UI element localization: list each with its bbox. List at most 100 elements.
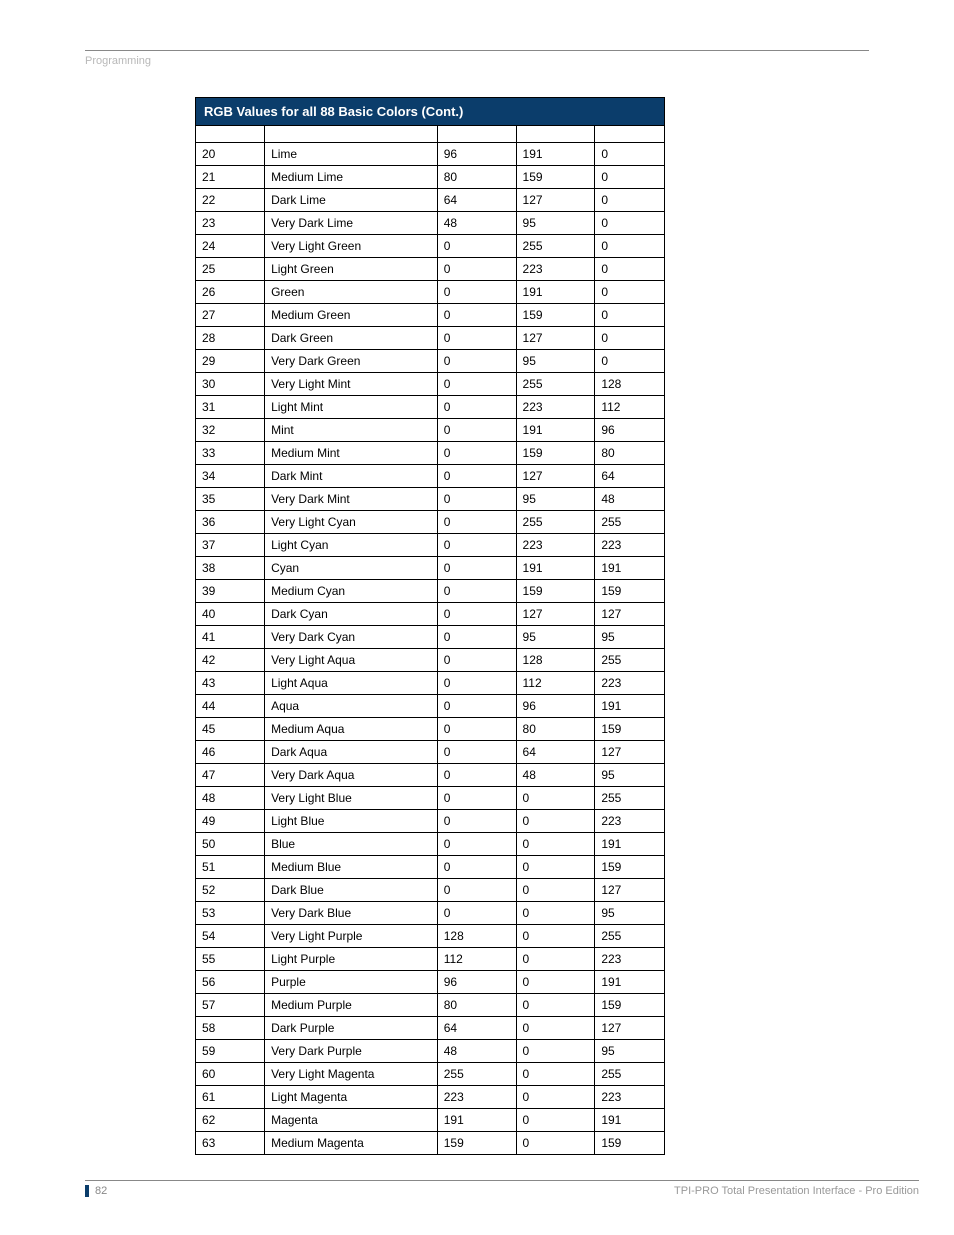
table-cell: 0 bbox=[437, 488, 516, 511]
table-cell: 20 bbox=[196, 143, 265, 166]
table-row: 23Very Dark Lime48950 bbox=[196, 212, 665, 235]
table-row: 22Dark Lime641270 bbox=[196, 189, 665, 212]
table-cell: 0 bbox=[595, 304, 665, 327]
table-cell: Dark Blue bbox=[265, 879, 438, 902]
table-cell: Very Light Green bbox=[265, 235, 438, 258]
table-cell: 55 bbox=[196, 948, 265, 971]
table-cell: Purple bbox=[265, 971, 438, 994]
table-cell: Dark Green bbox=[265, 327, 438, 350]
table-cell: 0 bbox=[516, 856, 595, 879]
table-cell: 0 bbox=[437, 718, 516, 741]
table-cell: 64 bbox=[516, 741, 595, 764]
table-cell: 24 bbox=[196, 235, 265, 258]
footer-rule bbox=[85, 1180, 919, 1181]
table-cell: 61 bbox=[196, 1086, 265, 1109]
table-cell: Medium Blue bbox=[265, 856, 438, 879]
table-cell: 0 bbox=[437, 281, 516, 304]
table-cell: 48 bbox=[437, 212, 516, 235]
table-row: 38Cyan0191191 bbox=[196, 557, 665, 580]
table-cell: 191 bbox=[595, 695, 665, 718]
table-cell: 26 bbox=[196, 281, 265, 304]
table-cell: 0 bbox=[437, 741, 516, 764]
table-row: 28Dark Green01270 bbox=[196, 327, 665, 350]
table-cell: 40 bbox=[196, 603, 265, 626]
table-cell: 60 bbox=[196, 1063, 265, 1086]
table-cell: 0 bbox=[595, 235, 665, 258]
table-cell: 0 bbox=[516, 1063, 595, 1086]
table-row: 36Very Light Cyan0255255 bbox=[196, 511, 665, 534]
table-cell: 191 bbox=[595, 971, 665, 994]
table-cell: 127 bbox=[516, 189, 595, 212]
table-row: 25Light Green02230 bbox=[196, 258, 665, 281]
table-cell: Light Purple bbox=[265, 948, 438, 971]
table-cell: Very Dark Blue bbox=[265, 902, 438, 925]
table-row: 39Medium Cyan0159159 bbox=[196, 580, 665, 603]
table-cell: 64 bbox=[437, 1017, 516, 1040]
table-cell: 223 bbox=[516, 396, 595, 419]
table-cell: 62 bbox=[196, 1109, 265, 1132]
table-cell: 255 bbox=[516, 235, 595, 258]
table-cell: 58 bbox=[196, 1017, 265, 1040]
table-cell: 159 bbox=[595, 856, 665, 879]
table-cell: 23 bbox=[196, 212, 265, 235]
table-cell: Very Light Blue bbox=[265, 787, 438, 810]
table-cell: 0 bbox=[437, 534, 516, 557]
table-cell: 0 bbox=[437, 695, 516, 718]
table-cell: Light Cyan bbox=[265, 534, 438, 557]
table-cell: 255 bbox=[595, 649, 665, 672]
table-row: 20Lime961910 bbox=[196, 143, 665, 166]
table-cell: 128 bbox=[595, 373, 665, 396]
table-cell: 53 bbox=[196, 902, 265, 925]
table-cell: Very Dark Purple bbox=[265, 1040, 438, 1063]
table-row: 49Light Blue00223 bbox=[196, 810, 665, 833]
table-cell: 223 bbox=[516, 534, 595, 557]
table-cell: 0 bbox=[595, 166, 665, 189]
table-cell: 95 bbox=[595, 1040, 665, 1063]
table-cell: 59 bbox=[196, 1040, 265, 1063]
top-rule bbox=[85, 50, 869, 51]
table-cell: 44 bbox=[196, 695, 265, 718]
table-cell: 80 bbox=[595, 442, 665, 465]
table-cell: Medium Purple bbox=[265, 994, 438, 1017]
table-cell: 255 bbox=[437, 1063, 516, 1086]
table-cell: Dark Aqua bbox=[265, 741, 438, 764]
table-cell: Medium Cyan bbox=[265, 580, 438, 603]
table-row: 46Dark Aqua064127 bbox=[196, 741, 665, 764]
table-cell: 41 bbox=[196, 626, 265, 649]
table-cell: 223 bbox=[595, 810, 665, 833]
table-cell: 54 bbox=[196, 925, 265, 948]
table-cell: 112 bbox=[437, 948, 516, 971]
table-cell: 0 bbox=[516, 810, 595, 833]
table-row: 44Aqua096191 bbox=[196, 695, 665, 718]
table-cell: Medium Aqua bbox=[265, 718, 438, 741]
table-cell: 80 bbox=[437, 166, 516, 189]
table-cell: 159 bbox=[595, 580, 665, 603]
table-cell: 95 bbox=[595, 626, 665, 649]
table-cell: Very Light Aqua bbox=[265, 649, 438, 672]
table-cell: 191 bbox=[516, 557, 595, 580]
table-cell: 191 bbox=[516, 419, 595, 442]
table-cell: 80 bbox=[437, 994, 516, 1017]
table-cell: 128 bbox=[437, 925, 516, 948]
table-cell: Dark Cyan bbox=[265, 603, 438, 626]
table-cell: 0 bbox=[437, 626, 516, 649]
table-header-row: RGB Values for all 88 Basic Colors (Cont… bbox=[196, 98, 665, 126]
table-row: 43Light Aqua0112223 bbox=[196, 672, 665, 695]
table-cell: 56 bbox=[196, 971, 265, 994]
table-cell: Magenta bbox=[265, 1109, 438, 1132]
table-row: 51Medium Blue00159 bbox=[196, 856, 665, 879]
table-cell: 0 bbox=[437, 419, 516, 442]
table-cell: 0 bbox=[437, 764, 516, 787]
table-cell: 0 bbox=[437, 879, 516, 902]
table-cell: 191 bbox=[437, 1109, 516, 1132]
table-cell: 0 bbox=[595, 212, 665, 235]
table-row: 53Very Dark Blue0095 bbox=[196, 902, 665, 925]
table-cell: 255 bbox=[595, 787, 665, 810]
table-cell: 33 bbox=[196, 442, 265, 465]
table-cell: 0 bbox=[437, 557, 516, 580]
table-cell: 159 bbox=[516, 580, 595, 603]
table-cell: 0 bbox=[437, 672, 516, 695]
table-cell: Medium Green bbox=[265, 304, 438, 327]
table-row: 42Very Light Aqua0128255 bbox=[196, 649, 665, 672]
table-cell: 127 bbox=[516, 603, 595, 626]
